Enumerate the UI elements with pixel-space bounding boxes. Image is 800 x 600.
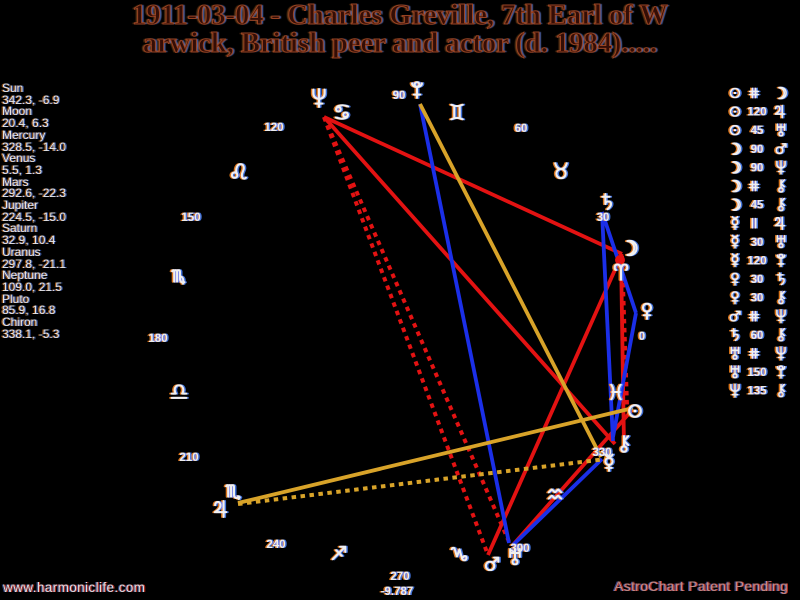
svg-text:90: 90 (751, 144, 764, 156)
svg-text:0: 0 (639, 331, 645, 343)
svg-text:240: 240 (266, 539, 285, 551)
svg-text:300: 300 (510, 543, 529, 555)
svg-text:60: 60 (751, 330, 764, 342)
svg-text:30: 30 (751, 274, 764, 286)
svg-text:150: 150 (181, 212, 200, 224)
svg-text:30: 30 (751, 293, 764, 305)
svg-text:270: 270 (390, 571, 409, 583)
svg-text:-9.787: -9.787 (381, 586, 414, 598)
svg-text:120: 120 (747, 107, 766, 119)
svg-text:120: 120 (747, 255, 766, 267)
svg-text:90: 90 (393, 90, 406, 102)
svg-text:60: 60 (515, 123, 528, 135)
svg-text:30: 30 (751, 237, 764, 249)
svg-text:180: 180 (148, 333, 167, 345)
svg-text:150: 150 (747, 367, 766, 379)
svg-text:45: 45 (751, 125, 764, 137)
svg-text:45: 45 (751, 200, 764, 212)
svg-text:30: 30 (597, 212, 610, 224)
svg-text:135: 135 (747, 386, 767, 398)
svg-text:90: 90 (751, 162, 764, 174)
svg-text:120: 120 (264, 122, 283, 134)
svg-text:210: 210 (179, 452, 198, 464)
svg-text:330: 330 (592, 447, 611, 459)
